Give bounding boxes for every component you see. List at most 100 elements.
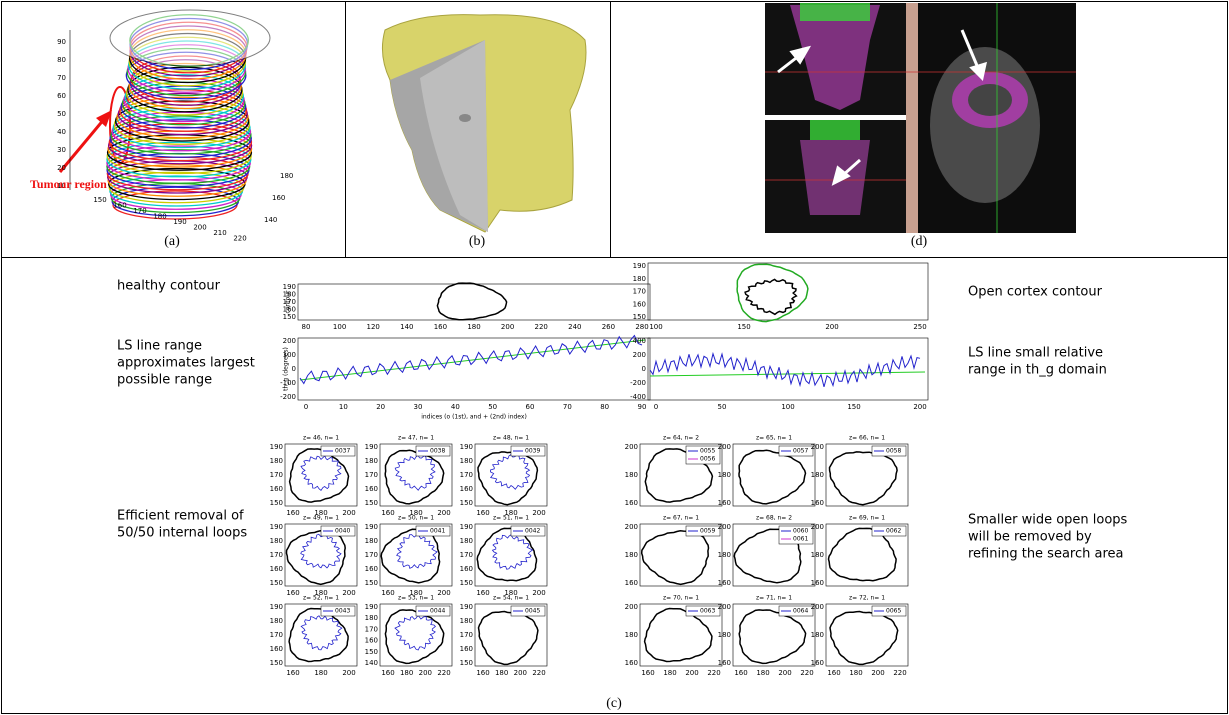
label: 150 [365, 499, 378, 507]
label: 100 [781, 403, 794, 411]
label: 160 [625, 499, 638, 507]
label: 80 [302, 323, 311, 331]
outer [830, 452, 898, 505]
label: 220 [233, 235, 246, 243]
label: (b) [469, 234, 486, 249]
outer [385, 610, 443, 664]
label: 180 [849, 669, 862, 677]
label: z= 49, n= 1 [303, 515, 339, 522]
label: 170 [460, 471, 473, 479]
label: 200 [778, 669, 791, 677]
label: z= 72, n= 1 [849, 595, 885, 602]
label: 140 [264, 216, 277, 224]
label: Smaller wide open loops [968, 513, 1128, 528]
label: 150 [847, 403, 860, 411]
label: 160 [381, 669, 394, 677]
label: 180 [365, 614, 378, 622]
label: 0041 [430, 528, 445, 535]
label: (d) [911, 234, 928, 249]
label: 180 [718, 471, 731, 479]
label: 200 [514, 669, 527, 677]
label: healthy contour [117, 279, 221, 294]
outer [830, 612, 898, 665]
label: 50 [488, 403, 497, 411]
label: 180 [756, 669, 769, 677]
label: 180 [270, 457, 283, 465]
label: 200 [685, 669, 698, 677]
label: 160 [811, 579, 824, 587]
label: 200 [437, 509, 450, 517]
label: 0057 [793, 448, 808, 455]
label: 20 [376, 403, 385, 411]
label: 0040 [335, 528, 350, 535]
label: -200 [630, 379, 646, 387]
plot [648, 263, 928, 322]
label: 190 [173, 218, 186, 226]
label: 0 [654, 403, 658, 411]
label: 200 [437, 589, 450, 597]
label: 150 [270, 499, 283, 507]
label: LS line small relative [968, 346, 1103, 361]
plot [298, 336, 650, 401]
label: 220 [800, 669, 813, 677]
label: 170 [460, 631, 473, 639]
label: 190 [270, 603, 283, 611]
loop [301, 616, 342, 650]
label: 50 [718, 403, 727, 411]
theta [300, 336, 642, 384]
label: 170 [365, 471, 378, 479]
label: 0061 [793, 536, 808, 543]
label: 70 [563, 403, 572, 411]
outer [739, 610, 805, 664]
label: 160 [718, 659, 731, 667]
label: 220 [532, 669, 545, 677]
label: 190 [270, 443, 283, 451]
label: 40 [57, 128, 66, 136]
label: (c) [606, 696, 622, 711]
loop [395, 616, 435, 651]
contour [437, 283, 506, 320]
label: 400 [633, 337, 646, 345]
label: 0056 [700, 456, 715, 463]
label: 190 [460, 443, 473, 451]
plot-frame [298, 284, 650, 320]
label: z= 66, n= 1 [849, 435, 885, 442]
label: 170 [365, 625, 378, 633]
label: 80 [57, 56, 66, 64]
plot [298, 283, 650, 320]
label: 30 [57, 146, 66, 154]
label: 160 [811, 659, 824, 667]
label: (a) [164, 234, 180, 249]
label: 180 [270, 617, 283, 625]
label: 200 [283, 337, 296, 345]
label: 160 [460, 645, 473, 653]
label: contour [285, 290, 292, 314]
label: 180 [811, 551, 824, 559]
label: 0037 [335, 448, 350, 455]
label: 170 [460, 551, 473, 559]
label: 160 [270, 565, 283, 573]
label: 100 [333, 323, 346, 331]
label: -200 [280, 393, 296, 401]
label: 160 [460, 565, 473, 573]
label: 0039 [525, 448, 540, 455]
label: 160 [811, 499, 824, 507]
label: 200 [811, 523, 824, 531]
label: 180 [633, 275, 646, 283]
label: 0058 [886, 448, 901, 455]
label: 160 [633, 300, 646, 308]
loop [395, 455, 435, 490]
label: z= 68, n= 2 [756, 515, 792, 522]
label: 180 [365, 457, 378, 465]
label: 160 [625, 579, 638, 587]
label: 180 [314, 669, 327, 677]
label: 80 [600, 403, 609, 411]
label: 180 [460, 537, 473, 545]
label: 160 [365, 565, 378, 573]
inner [745, 279, 796, 314]
label: z= 47, n= 1 [398, 435, 434, 442]
label: 0042 [525, 528, 540, 535]
label: 180 [625, 631, 638, 639]
label: z= 51, n= 1 [493, 515, 529, 522]
label: 180 [625, 551, 638, 559]
